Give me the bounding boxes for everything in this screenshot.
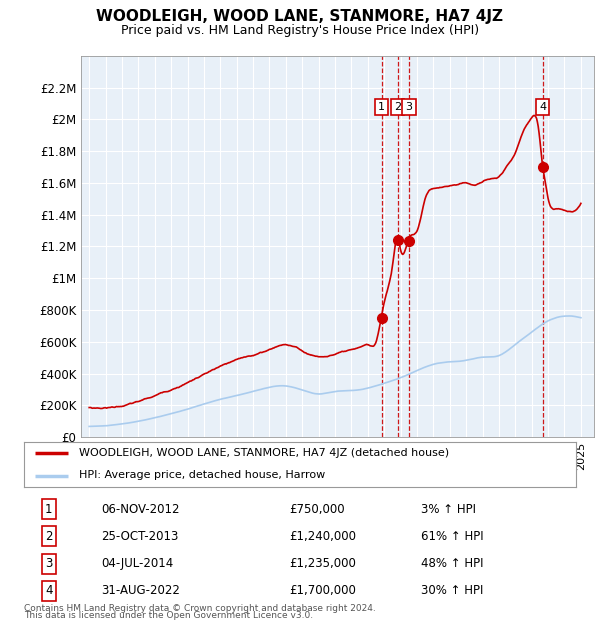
- Text: 3% ↑ HPI: 3% ↑ HPI: [421, 503, 476, 515]
- Text: £1,235,000: £1,235,000: [289, 557, 356, 570]
- Text: 2: 2: [394, 102, 401, 112]
- Text: 3: 3: [45, 557, 53, 570]
- Text: WOODLEIGH, WOOD LANE, STANMORE, HA7 4JZ (detached house): WOODLEIGH, WOOD LANE, STANMORE, HA7 4JZ …: [79, 448, 449, 458]
- Text: Contains HM Land Registry data © Crown copyright and database right 2024.: Contains HM Land Registry data © Crown c…: [24, 603, 376, 613]
- Text: HPI: Average price, detached house, Harrow: HPI: Average price, detached house, Harr…: [79, 470, 325, 480]
- Text: 61% ↑ HPI: 61% ↑ HPI: [421, 530, 484, 542]
- Text: 06-NOV-2012: 06-NOV-2012: [101, 503, 180, 515]
- Text: 31-AUG-2022: 31-AUG-2022: [101, 585, 180, 597]
- Text: WOODLEIGH, WOOD LANE, STANMORE, HA7 4JZ: WOODLEIGH, WOOD LANE, STANMORE, HA7 4JZ: [97, 9, 503, 24]
- Text: £750,000: £750,000: [289, 503, 344, 515]
- Text: 3: 3: [406, 102, 412, 112]
- Text: 48% ↑ HPI: 48% ↑ HPI: [421, 557, 484, 570]
- Text: Price paid vs. HM Land Registry's House Price Index (HPI): Price paid vs. HM Land Registry's House …: [121, 24, 479, 37]
- Text: This data is licensed under the Open Government Licence v3.0.: This data is licensed under the Open Gov…: [24, 611, 313, 620]
- Text: 2: 2: [45, 530, 53, 542]
- Text: 4: 4: [45, 585, 53, 597]
- Text: 25-OCT-2013: 25-OCT-2013: [101, 530, 179, 542]
- Text: 30% ↑ HPI: 30% ↑ HPI: [421, 585, 484, 597]
- Text: 1: 1: [378, 102, 385, 112]
- Text: 4: 4: [539, 102, 546, 112]
- Text: 1: 1: [45, 503, 53, 515]
- Text: £1,700,000: £1,700,000: [289, 585, 356, 597]
- Text: £1,240,000: £1,240,000: [289, 530, 356, 542]
- Text: 04-JUL-2014: 04-JUL-2014: [101, 557, 173, 570]
